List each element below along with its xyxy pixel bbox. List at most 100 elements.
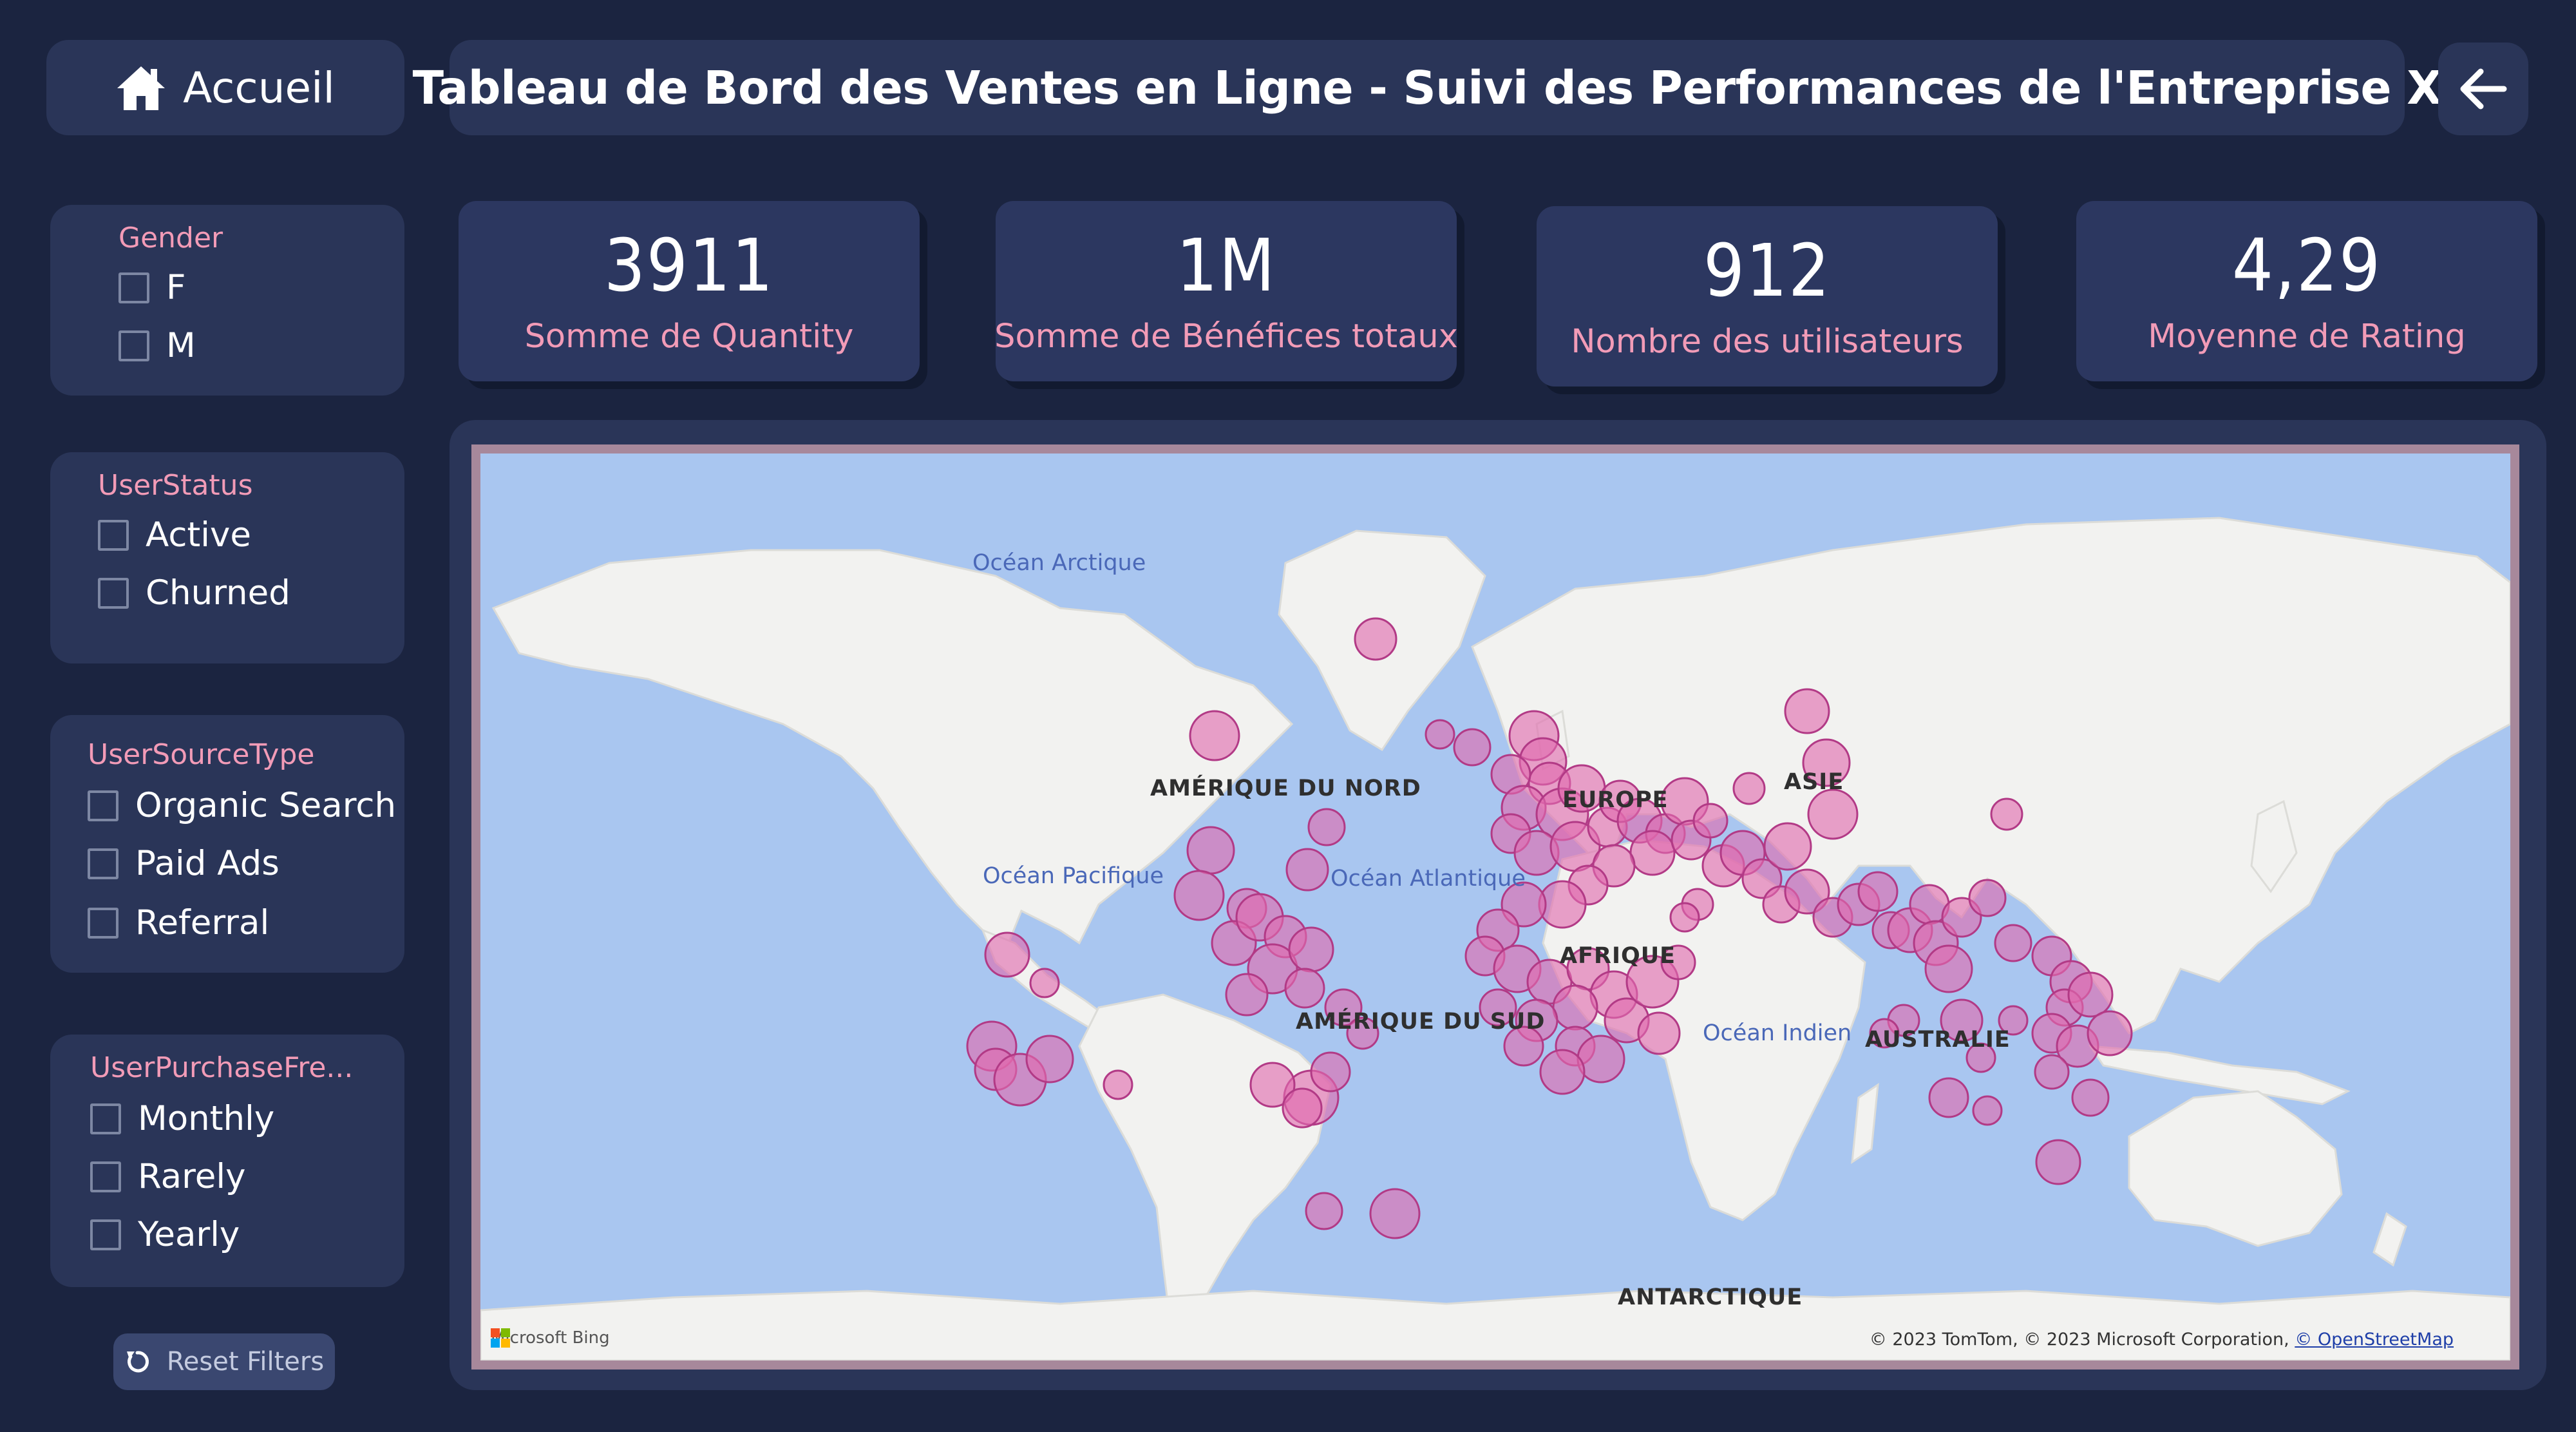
checkbox[interactable] [88,790,118,821]
option-label: Yearly [138,1215,240,1254]
map-bubble[interactable] [1189,710,1240,761]
map-bubble[interactable] [984,931,1030,978]
home-button[interactable]: Accueil [46,40,404,135]
map-bubble[interactable] [1857,871,1899,912]
map-bubble[interactable] [1994,924,2032,962]
continent-label-africa: AFRIQUE [1560,943,1676,969]
map-bubble[interactable] [2087,1010,2133,1056]
continent-label-europe: EUROPE [1562,787,1669,813]
reset-filters-button[interactable]: Reset Filters [113,1333,335,1390]
map-bubble[interactable] [1346,1017,1379,1050]
map-bubble[interactable] [1924,944,1973,993]
user-status-filter-title: UserStatus [98,469,253,502]
map-bubble[interactable] [1305,1192,1343,1230]
map-bubble[interactable] [1025,1035,1074,1084]
map-bubble[interactable] [1692,803,1728,839]
map-bubble[interactable] [1940,998,1984,1042]
map-bubble[interactable] [1284,968,1325,1009]
map-bubble[interactable] [1029,968,1060,998]
map-bubble[interactable] [2035,1139,2081,1185]
checkbox[interactable] [90,1103,121,1134]
continent-label-north-america: AMÉRIQUE DU NORD [1150,776,1421,801]
option-label: F [166,268,186,307]
map-bubble[interactable] [1807,788,1859,840]
checkbox[interactable] [118,272,149,303]
map-bubble[interactable] [1539,1049,1586,1095]
back-button[interactable] [2438,43,2528,135]
map-bubble[interactable] [1324,988,1363,1027]
land-south-america [1078,993,1332,1345]
map-bubble[interactable] [1103,1069,1133,1100]
kpi-value: 912 [1703,229,1832,313]
checkbox[interactable] [98,577,129,609]
map-bubble[interactable] [1288,926,1334,973]
frequency-option-yearly[interactable]: Yearly [90,1215,240,1254]
map-bubble[interactable] [1972,1095,2003,1126]
map-bubble[interactable] [2034,1054,2070,1090]
map-bubble[interactable] [1763,822,1812,871]
map-bubble[interactable] [1225,973,1269,1017]
land-japan [2250,799,2298,893]
map-bubble[interactable] [1965,1042,1996,1073]
source-option-referral[interactable]: Referral [88,903,269,942]
kpi-label: Somme de Quantity [524,318,854,356]
land-madagascar [1851,1082,1879,1165]
user-source-type-filter: UserSourceType Organic Search Paid Ads R… [50,715,404,973]
map-bubble[interactable] [1637,1011,1681,1055]
map-bubble[interactable] [1354,617,1397,661]
gender-option-m[interactable]: M [118,326,196,365]
map-bubble[interactable] [1990,797,2023,831]
continent-label-australia: AUSTRALIE [1865,1027,2011,1053]
checkbox[interactable] [88,907,118,939]
user-status-option-active[interactable]: Active [98,515,251,555]
checkbox[interactable] [90,1161,121,1192]
map-bubble[interactable] [1732,772,1766,805]
gender-option-f[interactable]: F [118,268,186,307]
map-bubble[interactable] [1369,1188,1421,1239]
map-bubble[interactable] [1968,879,2007,917]
map-bubble[interactable] [1802,738,1851,787]
title-bar: Tableau de Bord des Ventes en Ligne - Su… [413,40,2442,135]
map-bubble[interactable] [1552,984,1598,1031]
frequency-option-rarely[interactable]: Rarely [90,1157,245,1196]
map-bubble[interactable] [1660,944,1696,980]
map-bubble[interactable] [2071,1078,2110,1117]
map-bubble[interactable] [1629,830,1676,876]
map-bubble[interactable] [1173,870,1225,921]
option-label: Churned [146,573,290,613]
map-bubble[interactable] [1928,1077,1969,1118]
map-bubble[interactable] [1998,1005,2029,1036]
map-bubble[interactable] [1503,1026,1544,1067]
option-label: Monthly [138,1099,275,1138]
map-bubble[interactable] [1784,868,1830,915]
map-bubble[interactable] [1249,1062,1296,1108]
source-option-organic-search[interactable]: Organic Search [88,786,396,825]
copyright-text: © 2023 TomTom, © 2023 Microsoft Corporat… [1869,1330,2289,1350]
map-bubble[interactable] [1869,1018,1900,1049]
frequency-option-monthly[interactable]: Monthly [90,1099,274,1138]
checkbox[interactable] [88,848,118,879]
map-frame: Océan Arctique Océan Pacifique Océan Atl… [471,444,2519,1370]
checkbox[interactable] [98,519,129,551]
map-bubble[interactable] [1669,902,1700,933]
checkbox[interactable] [90,1219,121,1250]
land-north-america [491,549,1294,945]
source-option-paid-ads[interactable]: Paid Ads [88,844,279,883]
option-label: Referral [135,903,270,942]
map-bubble[interactable] [1285,848,1329,892]
map-bubble[interactable] [1310,1051,1351,1093]
map-bubble[interactable] [1479,988,1517,1027]
map-bubble[interactable] [1186,826,1235,875]
openstreetmap-link[interactable]: © OpenStreetMap [2295,1330,2454,1350]
home-label: Accueil [183,62,335,113]
map-bubble[interactable] [1453,728,1492,767]
map-bubble[interactable] [1307,808,1346,846]
map-bubble[interactable] [1425,719,1455,750]
world-bubble-map[interactable]: Océan Arctique Océan Pacifique Océan Atl… [480,453,2510,1360]
user-source-type-filter-title: UserSourceType [88,738,315,771]
map-bubble[interactable] [1282,1087,1323,1129]
user-status-option-churned[interactable]: Churned [98,573,290,613]
map-bubble[interactable] [1784,688,1830,734]
checkbox[interactable] [118,330,149,361]
map-bubble[interactable] [2067,971,2114,1018]
